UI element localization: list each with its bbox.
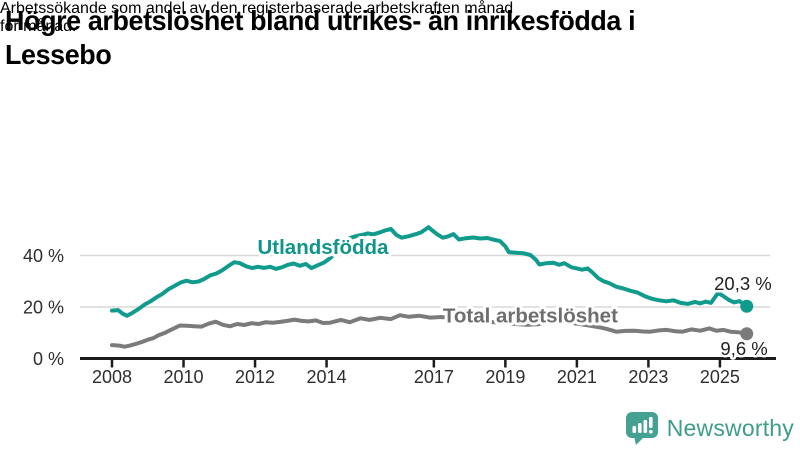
x-tick-label-2008: 2008 xyxy=(92,367,132,387)
newsworthy-icon xyxy=(625,412,658,445)
x-tick-label-2012: 2012 xyxy=(235,367,275,387)
chart-title-line-1: Högre arbetslöshet bland utrikes- än inr… xyxy=(5,5,636,36)
end-dot-utlandsfodda xyxy=(740,299,754,313)
x-tick-label-2019: 2019 xyxy=(485,367,525,387)
x-tick-label-2017: 2017 xyxy=(414,367,454,387)
x-tick-label-2025: 2025 xyxy=(700,367,740,387)
chart-subtitle-line-1: Arbetssökande som andel av den registerb… xyxy=(0,0,514,17)
chart-subtitle-line-2: för månad. xyxy=(0,18,77,35)
y-tick-label-40: 40 % xyxy=(23,246,64,266)
x-tick-label-2010: 2010 xyxy=(163,367,203,387)
newsworthy-wordmark: Newsworthy xyxy=(666,414,794,441)
x-tick-label-2021: 2021 xyxy=(557,367,597,387)
chart-title-line-2: Lessebo xyxy=(5,39,112,70)
newsworthy-logo[interactable]: Newsworthy xyxy=(625,410,794,446)
series-label-utlandsfodda: Utlandsfödda xyxy=(257,236,389,259)
x-tick-label-2014: 2014 xyxy=(307,367,347,387)
x-tick-label-2023: 2023 xyxy=(628,367,668,387)
chart-title: Högre arbetslöshet bland utrikes- än inr… xyxy=(5,4,636,72)
series-line-utlandsfodda xyxy=(110,225,749,318)
y-tick-label-20: 20 % xyxy=(23,298,64,318)
series-label-total: Total arbetslöshet xyxy=(443,305,618,328)
y-tick-label-0: 0 % xyxy=(33,349,64,369)
end-dot-total xyxy=(740,327,754,341)
end-value-label-utlandsfodda: 20,3 % xyxy=(714,273,772,294)
end-value-label-total: 9,6 % xyxy=(720,338,767,359)
series-line-total xyxy=(110,313,749,349)
